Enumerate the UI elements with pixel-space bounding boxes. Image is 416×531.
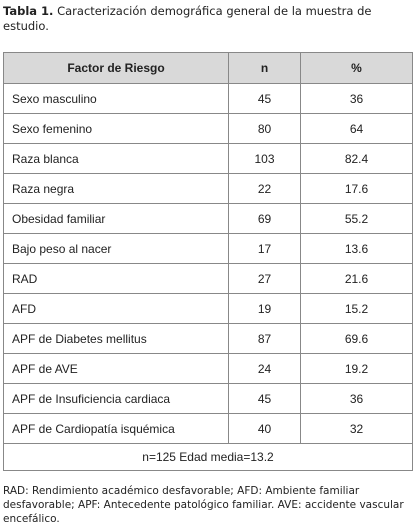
- number-cell: 40: [228, 413, 301, 444]
- factor-cell: AFD: [3, 293, 229, 324]
- factor-cell: APF de Insuficiencia cardiaca: [3, 383, 229, 414]
- number-cell: 82.4: [300, 143, 413, 174]
- table-row: APF de Cardiopatía isquémica 40 32: [3, 413, 413, 444]
- number-cell: 36: [300, 83, 413, 114]
- header-cell: %: [300, 52, 413, 84]
- table-row: APF de AVE 24 19.2: [3, 353, 413, 384]
- table-row: APF de Insuficiencia cardiaca 45 36: [3, 383, 413, 414]
- number-cell: 17: [228, 233, 301, 264]
- number-cell: 69.6: [300, 323, 413, 354]
- factor-cell: Sexo femenino: [3, 113, 229, 144]
- number-cell: 24: [228, 353, 301, 384]
- table: Factor de Riesgo n% Sexo masculino 45 36 Sex…: [3, 52, 413, 471]
- table-body: Sexo masculino 45 36 Sexo femenino 80 64 Raza …: [3, 83, 413, 471]
- factor-cell: APF de AVE: [3, 353, 229, 384]
- number-cell: 17.6: [300, 173, 413, 204]
- table-row: Bajo peso al nacer 17 13.6: [3, 233, 413, 264]
- number-cell: 15.2: [300, 293, 413, 324]
- number-cell: 87: [228, 323, 301, 354]
- number-cell: 80: [228, 113, 301, 144]
- caption: Tabla 1. Caracterización demográfica gen…: [3, 4, 413, 34]
- factor-cell: RAD: [3, 263, 229, 294]
- number-cell: 64: [300, 113, 413, 144]
- number-cell: 32: [300, 413, 413, 444]
- number-cell: 22: [228, 173, 301, 204]
- number-cell: 27: [228, 263, 301, 294]
- factor-cell: APF de Diabetes mellitus: [3, 323, 229, 354]
- caption-text: Caracterización demográfica general de l…: [3, 4, 372, 33]
- number-cell: 19.2: [300, 353, 413, 384]
- number-cell: 69: [228, 203, 301, 234]
- number-cell: 13.6: [300, 233, 413, 264]
- header-cell: n: [228, 52, 301, 84]
- factor-cell: Sexo masculino: [3, 83, 229, 114]
- number-cell: 55.2: [300, 203, 413, 234]
- number-cell: 103: [228, 143, 301, 174]
- table-row: Sexo masculino 45 36: [3, 83, 413, 114]
- footnote: RAD: Rendimiento académico desfavorable;…: [3, 485, 404, 525]
- factor-cell: Raza negra: [3, 173, 229, 204]
- number-cell: 21.6: [300, 263, 413, 294]
- table-row: RAD 27 21.6: [3, 263, 413, 294]
- header-cell: Factor de Riesgo: [3, 52, 229, 84]
- factor-cell: Obesidad familiar: [3, 203, 229, 234]
- table-row: AFD 19 15.2: [3, 293, 413, 324]
- table-row: Raza blanca 103 82.4: [3, 143, 413, 174]
- note-cell: n=125 Edad media=13.2: [3, 443, 413, 471]
- number-cell: 45: [228, 83, 301, 114]
- note-row: n=125 Edad media=13.2: [3, 443, 413, 471]
- number-cell: 36: [300, 383, 413, 414]
- factor-cell: APF de Cardiopatía isquémica: [3, 413, 229, 444]
- factor-cell: Raza blanca: [3, 143, 229, 174]
- number-cell: 19: [228, 293, 301, 324]
- table-row: Sexo femenino 80 64: [3, 113, 413, 144]
- header-row: Factor de Riesgo n%: [3, 52, 413, 84]
- table-row: APF de Diabetes mellitus 87 69.6: [3, 323, 413, 354]
- table-row: Obesidad familiar 69 55.2: [3, 203, 413, 234]
- number-cell: 45: [228, 383, 301, 414]
- table-row: Raza negra 22 17.6: [3, 173, 413, 204]
- factor-cell: Bajo peso al nacer: [3, 233, 229, 264]
- caption-label: Tabla 1.: [3, 4, 54, 18]
